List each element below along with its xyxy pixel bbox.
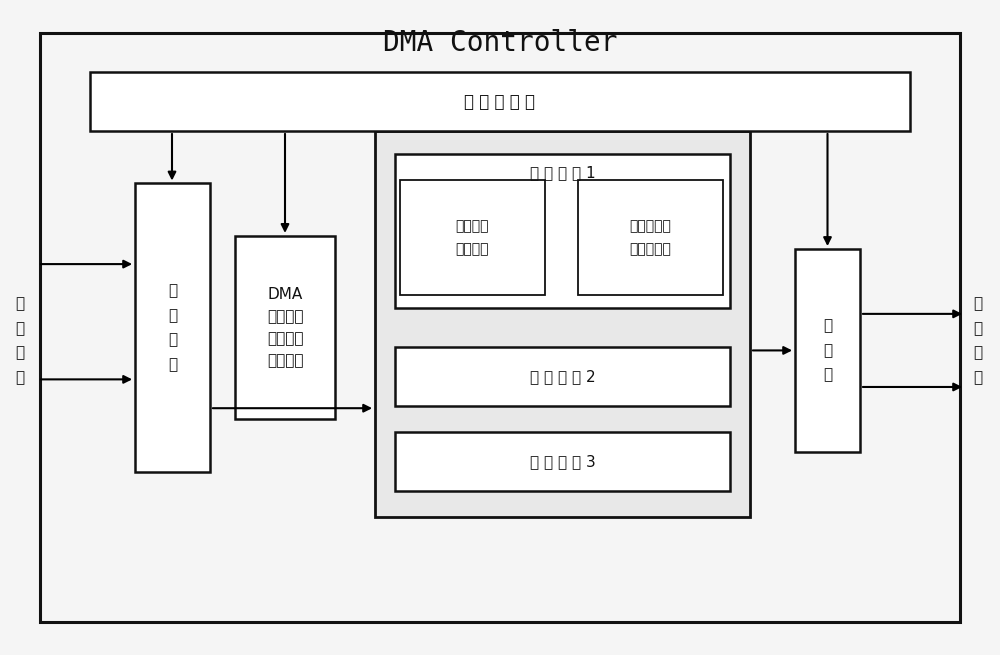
Bar xyxy=(375,131,750,517)
Text: 解 扰 通 道 3: 解 扰 通 道 3 xyxy=(530,455,595,469)
Bar xyxy=(395,154,730,308)
Text: DMA
寄存器组
数据解扰
寄存器组: DMA 寄存器组 数据解扰 寄存器组 xyxy=(267,287,303,368)
Bar xyxy=(400,180,545,295)
Bar xyxy=(795,249,860,452)
Bar xyxy=(395,347,730,406)
Bar xyxy=(135,183,210,472)
Text: 解 扰 通 道 2: 解 扰 通 道 2 xyxy=(530,369,595,384)
Text: DMA Controller: DMA Controller xyxy=(383,29,617,56)
Text: 状 态 控 制 器: 状 态 控 制 器 xyxy=(464,92,536,111)
Bar xyxy=(90,72,910,131)
Text: 扰码序列
沿用单元: 扰码序列 沿用单元 xyxy=(456,219,489,256)
Text: 仲
裁
器: 仲 裁 器 xyxy=(823,318,832,383)
Bar xyxy=(235,236,335,419)
Text: 解
扰
数
据: 解 扰 数 据 xyxy=(973,296,983,385)
Text: 数
据
存
储: 数 据 存 储 xyxy=(168,283,177,372)
Text: 重新计算扰
码序列单元: 重新计算扰 码序列单元 xyxy=(630,219,671,256)
Text: 解 扰 通 道 1: 解 扰 通 道 1 xyxy=(530,165,595,179)
Text: 有
效
数
据: 有 效 数 据 xyxy=(15,296,25,385)
Bar xyxy=(395,432,730,491)
Bar xyxy=(578,180,723,295)
